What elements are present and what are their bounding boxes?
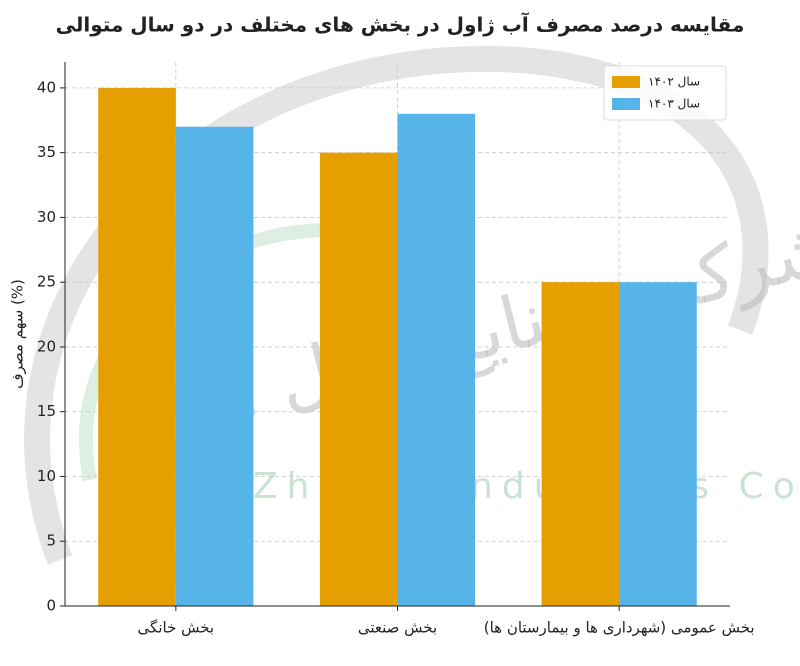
x-tick-label: بخش صنعتی — [358, 619, 437, 637]
y-tick-label: 10 — [37, 467, 56, 485]
y-tick-label: 35 — [37, 143, 56, 161]
y-tick-label: 15 — [37, 402, 56, 420]
y-axis-label: سهم مصرف (%) — [9, 279, 27, 389]
y-tick-label: 30 — [37, 208, 56, 226]
x-tick-label: بخش خانگی — [138, 619, 215, 637]
y-tick-label: 25 — [37, 273, 56, 291]
legend-label: سال ۱۴۰۲ — [648, 75, 700, 89]
y-tick-label: 5 — [46, 532, 56, 550]
legend-label: سال ۱۴۰۳ — [648, 97, 700, 111]
chart-title: مقایسه درصد مصرف آب ژاول در بخش های مختل… — [56, 12, 745, 37]
bar — [397, 113, 476, 607]
bar — [175, 126, 254, 606]
bar — [319, 152, 398, 606]
legend-swatch — [612, 98, 640, 110]
legend-swatch — [612, 76, 640, 88]
bar — [541, 282, 620, 606]
x-tick-label: بخش عمومی (شهرداری ها و بیمارستان ها) — [484, 619, 755, 637]
y-tick-label: 40 — [37, 78, 56, 96]
y-tick-label: 20 — [37, 337, 56, 355]
watermark-swoosh — [24, 45, 769, 565]
y-tick-label: 0 — [46, 597, 56, 615]
bar — [619, 282, 697, 606]
bar — [98, 87, 176, 606]
